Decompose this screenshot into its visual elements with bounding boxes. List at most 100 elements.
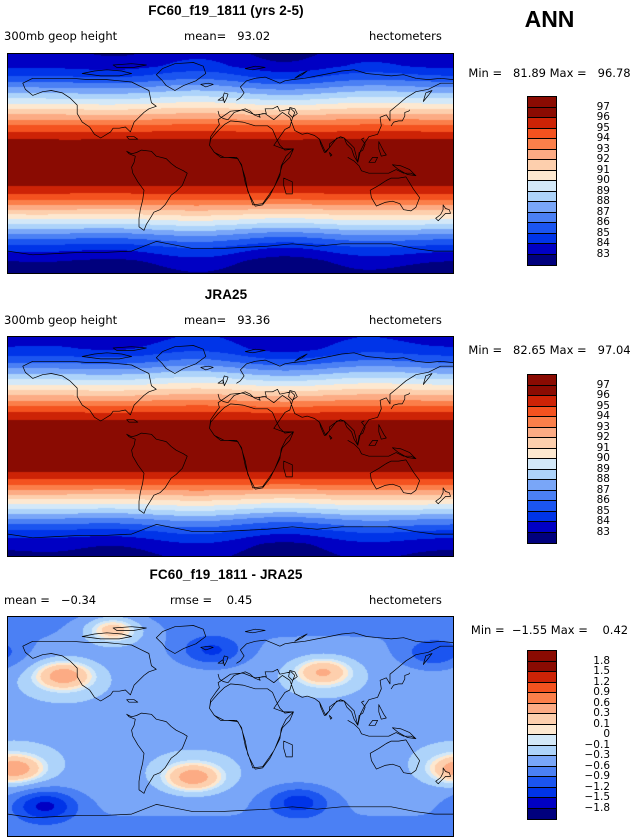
colorbar-segment bbox=[528, 682, 556, 693]
colorbar-tick-label: 0.3 bbox=[593, 707, 610, 719]
colorbar-segment bbox=[528, 787, 556, 798]
season-label: ANN bbox=[524, 6, 575, 32]
contour-canvas bbox=[8, 54, 453, 273]
colorbar-segment bbox=[528, 766, 556, 777]
colorbar-tick-label: 92 bbox=[596, 153, 610, 165]
variable-label: 300mb geop height bbox=[4, 313, 118, 327]
colorbar-segment bbox=[528, 724, 556, 735]
mean-label: mean= 93.02 bbox=[184, 29, 271, 43]
colorbar-tick-label: 85 bbox=[596, 226, 610, 239]
panel-subheader: 300mb geop height mean= 93.02 hectometer… bbox=[0, 29, 456, 43]
colorbar-segment bbox=[528, 798, 556, 809]
colorbar-segment bbox=[528, 714, 556, 725]
colorbar-tick-label: −0.1 bbox=[584, 738, 611, 751]
map-plot-obs[interactable] bbox=[7, 336, 454, 557]
colorbar-tick-label: 85 bbox=[596, 504, 610, 517]
colorbar-segment bbox=[528, 480, 556, 491]
variable-label: 300mb geop height bbox=[4, 29, 118, 43]
colorbar-segment bbox=[528, 703, 556, 714]
colorbar-tick-label: 90 bbox=[596, 452, 610, 464]
colorbar-segment bbox=[528, 107, 556, 118]
colorbar-segment bbox=[528, 149, 556, 160]
colorbar-tick-label: 89 bbox=[596, 184, 610, 197]
colorbar-tick-label: 94 bbox=[596, 410, 610, 422]
coastline-overlay bbox=[8, 617, 453, 836]
contour-fill bbox=[8, 337, 453, 556]
colorbar-segment bbox=[528, 756, 556, 767]
coastline-overlay bbox=[8, 337, 453, 556]
colorbar-tick-label: −0.9 bbox=[584, 770, 611, 782]
colorbar-tick-label: 97 bbox=[596, 378, 610, 391]
colorbar-tick-label: 87 bbox=[596, 205, 610, 218]
colorbar-tick-label: 0.1 bbox=[593, 717, 610, 730]
colorbar-tick-label: 84 bbox=[596, 237, 610, 249]
panel-subheader: 300mb geop height mean= 93.36 hectometer… bbox=[0, 313, 456, 327]
units-label: hectometers bbox=[369, 29, 442, 43]
units-label: hectometers bbox=[369, 593, 442, 607]
panel-title: FC60_f19_1811 - JRA25 bbox=[149, 567, 303, 582]
colorbar-segment bbox=[528, 375, 556, 386]
panel-subheader: mean = −0.34 rmse = 0.45 hectometers bbox=[0, 593, 456, 607]
colorbar-tick-label: 95 bbox=[596, 399, 610, 412]
contour-fill bbox=[8, 617, 453, 836]
colorbar-tick-label: 1.5 bbox=[593, 665, 610, 677]
colorbar-tick-label: 90 bbox=[596, 174, 610, 186]
colorbar-segment bbox=[528, 522, 556, 533]
colorbar-segment bbox=[528, 808, 556, 819]
colorbar-segment bbox=[528, 490, 556, 501]
colorbar-segment bbox=[528, 693, 556, 704]
colorbar-tick-label: 83 bbox=[596, 525, 610, 538]
colorbar-segment bbox=[528, 244, 556, 255]
mean-label: mean= 93.36 bbox=[184, 313, 271, 327]
colorbar-segment bbox=[528, 438, 556, 449]
colorbar-tick-label: −0.3 bbox=[584, 749, 611, 761]
colorbar-swatches bbox=[527, 96, 557, 266]
colorbar-swatches bbox=[527, 374, 557, 544]
colorbar-segment bbox=[528, 181, 556, 192]
mean-label: mean = −0.34 bbox=[4, 593, 97, 607]
colorbar-tick-label: 89 bbox=[596, 462, 610, 475]
colorbar-segment bbox=[528, 469, 556, 480]
colorbar-segment bbox=[528, 202, 556, 213]
colorbar-tick-label: 1.8 bbox=[593, 654, 610, 667]
colorbar-tick-label: 91 bbox=[596, 163, 610, 176]
colorbar-segment bbox=[528, 128, 556, 139]
colorbar-segment bbox=[528, 459, 556, 470]
contour-fill bbox=[8, 54, 453, 273]
coastline-overlay bbox=[8, 54, 453, 273]
colorbar-tick-label: 83 bbox=[596, 247, 610, 260]
colorbar-segment bbox=[528, 448, 556, 459]
colorbar-tick-label: 86 bbox=[596, 494, 610, 506]
colorbar-segment bbox=[528, 777, 556, 788]
minmax-readout: Min = 81.89 Max = 96.78 bbox=[468, 66, 631, 80]
colorbar-segment bbox=[528, 406, 556, 417]
colorbar-tick-label: −1.2 bbox=[584, 780, 611, 793]
colorbar-tick-label: 91 bbox=[596, 441, 610, 454]
colorbar-segment bbox=[528, 118, 556, 129]
panel-title: FC60_f19_1811 (yrs 2-5) bbox=[148, 3, 304, 18]
colorbar-segment bbox=[528, 191, 556, 202]
colorbar-segment bbox=[528, 396, 556, 407]
map-plot-diff[interactable] bbox=[7, 616, 454, 837]
colorbar-tick-label: 97 bbox=[596, 100, 610, 113]
contour-canvas bbox=[8, 337, 453, 556]
minmax-readout: Min = −1.55 Max = 0.42 bbox=[470, 623, 629, 637]
colorbar-swatches bbox=[527, 650, 557, 820]
colorbar-segment bbox=[528, 97, 556, 108]
panel-title: JRA25 bbox=[204, 287, 248, 302]
colorbar-tick-label: −1.8 bbox=[584, 801, 611, 814]
colorbar-segment bbox=[528, 745, 556, 756]
colorbar-tick-label: 88 bbox=[596, 195, 610, 207]
colorbar-segment bbox=[528, 661, 556, 672]
map-plot-model[interactable] bbox=[7, 53, 454, 274]
colorbar-tick-label: 94 bbox=[596, 132, 610, 144]
colorbar-segment bbox=[528, 532, 556, 543]
colorbar-segment bbox=[528, 511, 556, 522]
colorbar-segment bbox=[528, 735, 556, 746]
colorbar-segment bbox=[528, 233, 556, 244]
colorbar-segment bbox=[528, 417, 556, 428]
colorbar-tick-label: 1.2 bbox=[593, 675, 610, 688]
colorbar-tick-label: 86 bbox=[596, 216, 610, 228]
colorbar-tick-label: 87 bbox=[596, 483, 610, 496]
colorbar-segment bbox=[528, 651, 556, 662]
